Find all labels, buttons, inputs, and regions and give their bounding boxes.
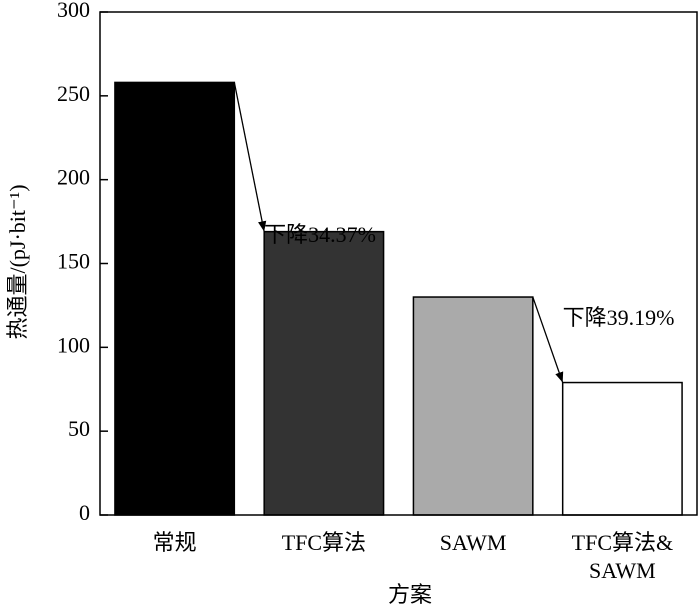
x-axis-label: 方案 [388,582,432,607]
bar [412,296,534,516]
x-tick-label: SAWM [439,530,507,555]
annotation: 下降34.37% [264,222,376,247]
x-tick-label: TFC算法& SAWM [571,530,674,583]
y-tick-label: 300 [57,0,90,22]
arrow [532,296,564,383]
y-tick-label: 200 [57,165,90,190]
x-tick-label: TFC算法 [281,530,367,555]
annotation: 下降39.19% [563,305,675,330]
y-tick-label: 250 [57,81,90,106]
y-tick-label: 0 [79,500,90,525]
y-axis-label: 热通量/(pJ·bit⁻¹) [5,184,30,339]
bar [561,381,683,516]
bar [114,81,236,516]
y-tick-label: 50 [68,416,90,441]
arrow [233,82,267,232]
x-tick-label: 常规 [152,530,197,555]
y-tick-label: 100 [57,332,90,357]
y-tick-label: 150 [57,249,90,274]
plot-frame [99,11,698,516]
bar [263,230,385,516]
